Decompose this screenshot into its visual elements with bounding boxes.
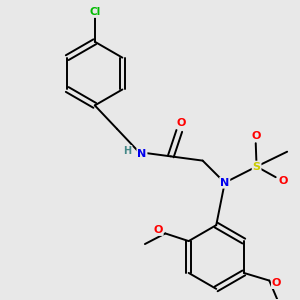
Text: O: O xyxy=(278,176,288,186)
Text: H: H xyxy=(123,146,132,156)
Text: O: O xyxy=(153,225,163,235)
Text: O: O xyxy=(272,278,281,288)
Text: Cl: Cl xyxy=(89,7,100,17)
Text: N: N xyxy=(137,149,147,159)
Text: O: O xyxy=(176,118,186,128)
Text: N: N xyxy=(220,178,230,188)
Text: S: S xyxy=(253,162,261,172)
Text: O: O xyxy=(251,131,260,141)
